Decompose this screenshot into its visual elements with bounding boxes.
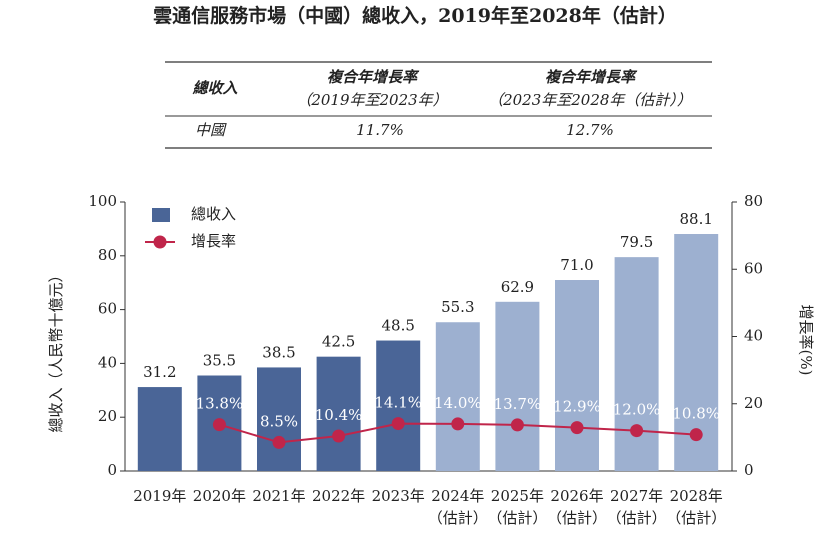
bar-value-label: 88.1 [679, 210, 712, 228]
bar-value-label: 35.5 [203, 352, 236, 370]
x-tick-label: 2025年（估計） [487, 487, 547, 527]
line-value-label: 12.9% [553, 398, 601, 416]
line-marker [630, 424, 644, 438]
x-tick-label: 2027年（估計） [607, 487, 667, 527]
line-value-label: 13.7% [494, 395, 542, 413]
table-cell: 12.7% [566, 121, 614, 139]
y2-tick-label: 0 [744, 461, 754, 479]
bar-value-label: 38.5 [262, 343, 295, 361]
table-cell: 11.7% [356, 121, 404, 139]
y-tick-label: 80 [98, 246, 117, 264]
x-tick-label: 2022年 [312, 487, 365, 505]
y-tick-label: 60 [98, 300, 117, 318]
table-header: 總收入 [191, 79, 237, 97]
line-marker [332, 429, 346, 443]
y2-tick-label: 80 [744, 192, 763, 210]
line-value-label: 13.8% [196, 395, 244, 413]
bar [137, 387, 182, 471]
line-marker [391, 417, 405, 431]
y2-tick-label: 20 [744, 394, 763, 412]
line-value-label: 10.8% [672, 405, 720, 423]
y2-tick-label: 60 [744, 259, 763, 277]
table-header: 複合年增長率 [327, 68, 420, 86]
y-tick-label: 100 [88, 192, 117, 210]
line-marker [689, 428, 703, 442]
line-value-label: 14.0% [434, 394, 482, 412]
bar [614, 257, 659, 471]
bar-value-label: 62.9 [501, 278, 534, 296]
x-tick-label: 2024年（估計） [428, 487, 488, 527]
bar-value-label: 71.0 [560, 256, 593, 274]
y-axis-label: 總收入（人民幣十億元） [47, 267, 65, 432]
x-tick-label: 2020年 [193, 487, 246, 505]
bar [376, 340, 421, 471]
x-tick-label: 2028年（估計） [666, 487, 726, 527]
table-header: （2019年至2023年） [296, 91, 447, 109]
y-tick-label: 40 [98, 353, 117, 371]
bar [257, 367, 301, 471]
x-tick-label: 2019年 [133, 487, 186, 505]
x-tick-label: 2023年 [372, 487, 425, 505]
bar-value-label: 55.3 [441, 298, 474, 316]
line-value-label: 12.0% [613, 401, 661, 419]
bar [555, 280, 599, 471]
legend-label: 總收入 [191, 205, 236, 223]
line-marker [510, 418, 524, 432]
table-cell: 中國 [195, 121, 227, 139]
line-marker [451, 417, 465, 431]
line-value-label: 14.1% [374, 394, 422, 412]
table-header: （2023年至2028年（估計）） [488, 91, 692, 109]
legend-swatch [153, 235, 167, 249]
bar-value-label: 79.5 [620, 233, 653, 251]
x-tick-label: 2026年（估計） [547, 487, 607, 527]
y-tick-label: 20 [98, 407, 117, 425]
bar-value-label: 31.2 [143, 363, 176, 381]
bar-value-label: 42.5 [322, 333, 355, 351]
title: 雲通信服務市場（中國）總收入，2019年至2028年（估計） [153, 4, 677, 27]
legend-swatch [152, 208, 170, 222]
legend-label: 增長率 [191, 232, 236, 250]
y2-axis-label: 增長率(%) [797, 305, 815, 376]
line-value-label: 10.4% [315, 406, 363, 424]
bar [316, 356, 361, 471]
bar-value-label: 48.5 [381, 317, 414, 335]
bar [435, 322, 480, 471]
x-tick-label: 2021年 [252, 487, 305, 505]
line-marker [570, 421, 584, 435]
table-header: 複合年增長率 [545, 68, 638, 86]
line-value-label: 8.5% [260, 412, 298, 430]
line-marker [272, 435, 286, 449]
y2-tick-label: 40 [744, 327, 763, 345]
bar [495, 301, 540, 471]
line-marker [212, 418, 226, 432]
y-tick-label: 0 [107, 461, 117, 479]
